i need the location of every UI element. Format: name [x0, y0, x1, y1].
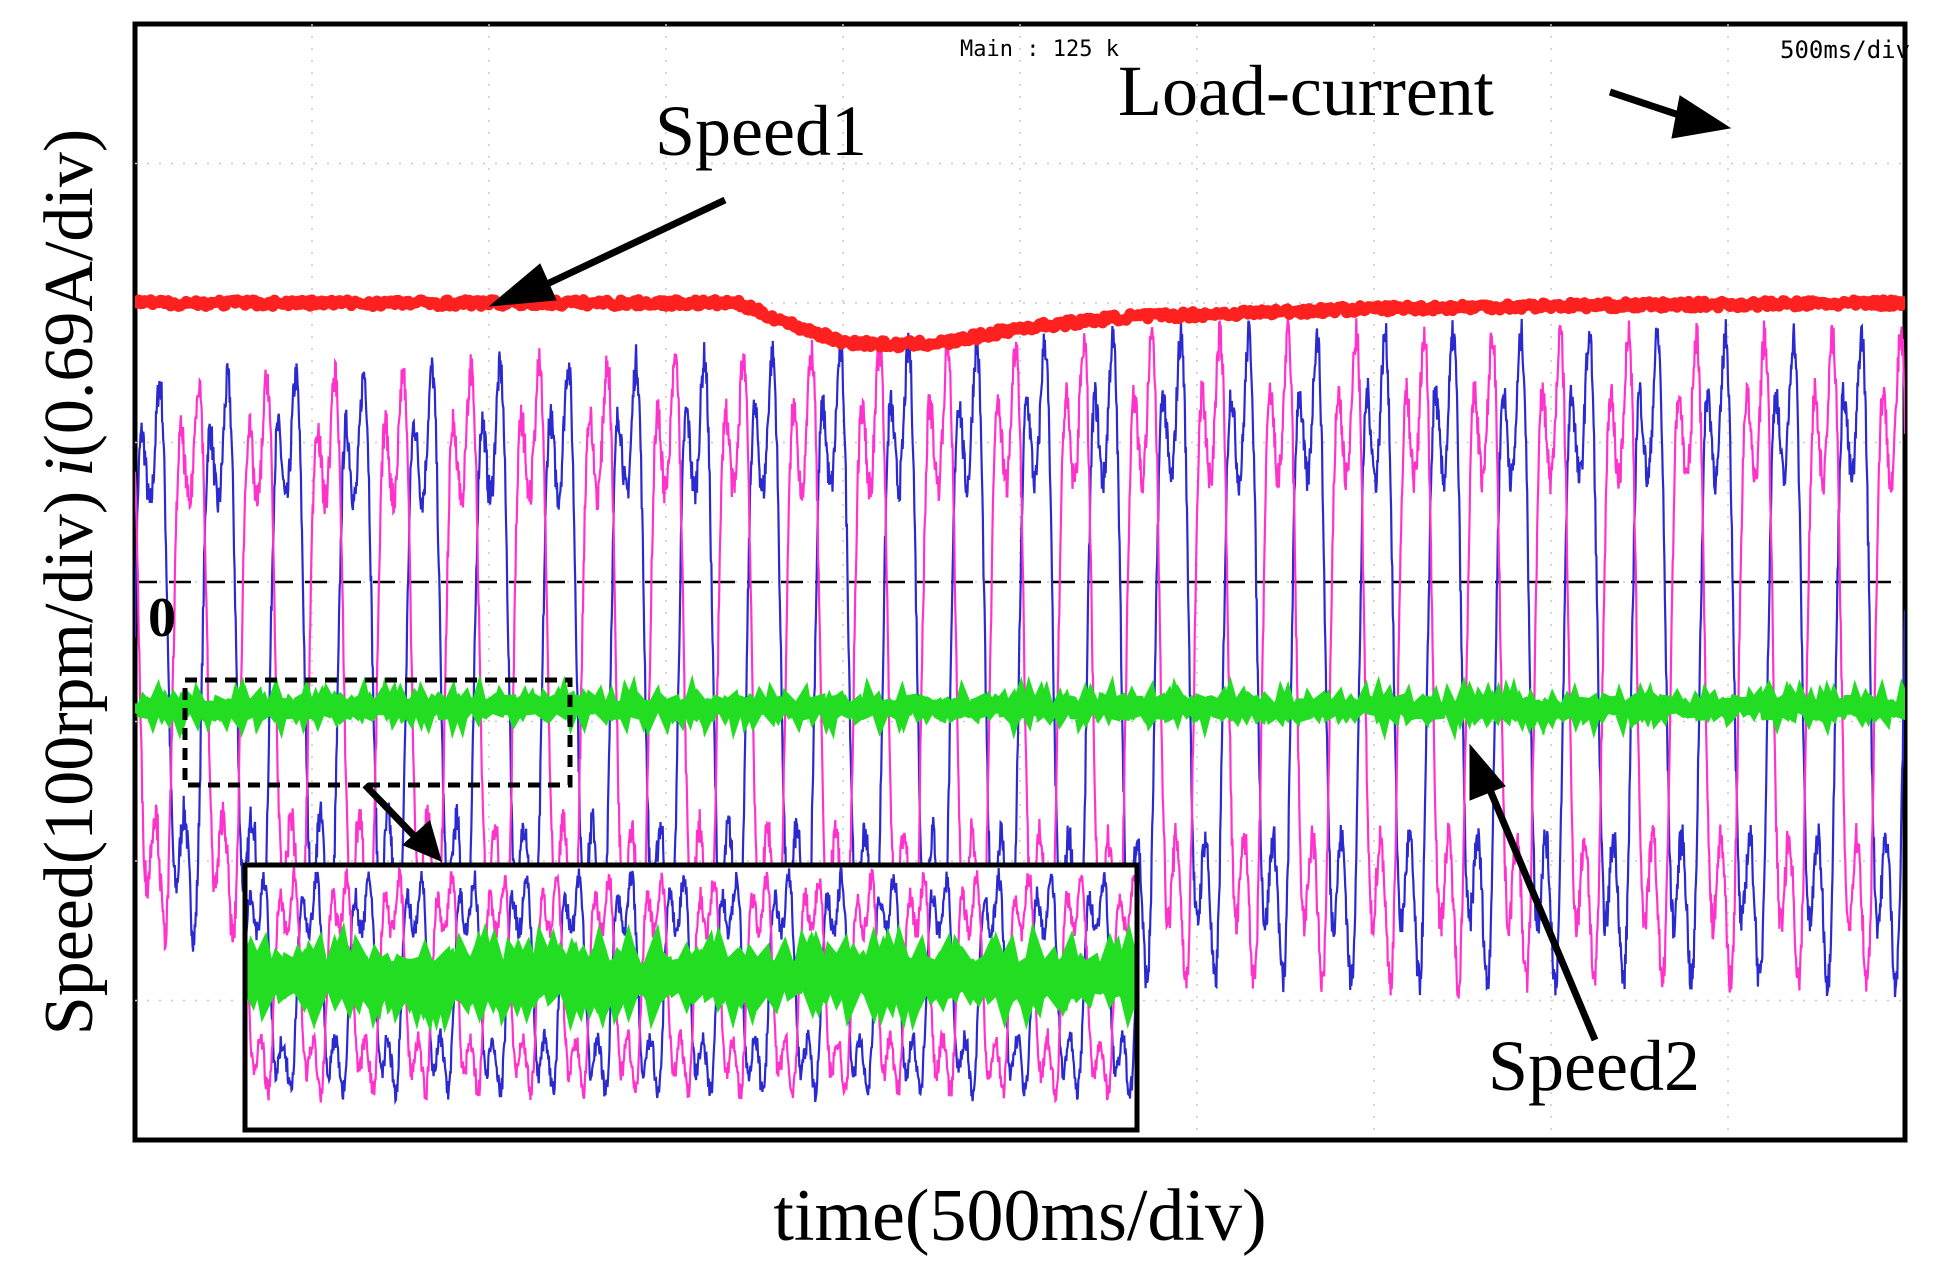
inset-pointer-head [402, 820, 442, 862]
series-speed1 [135, 294, 1905, 354]
series-speed2 [135, 674, 1905, 741]
arrow-speed1 [528, 196, 727, 296]
timebase-label: 500ms/div [1780, 36, 1910, 64]
arrow-speed2-head [1469, 743, 1506, 801]
arrow-speed2 [1486, 788, 1599, 1042]
inset-zoom [242, 862, 1140, 1133]
inset-traces [245, 866, 1137, 1106]
y-axis-label-main: Speed(100rpm/div) [31, 491, 108, 1035]
inset-frame [242, 862, 1140, 1133]
series-load-current-a [135, 318, 1905, 998]
y-axis-label-tail: (0.69A/div) [31, 129, 108, 458]
arrow-load-current [1608, 88, 1690, 122]
inset-pointer [362, 782, 421, 843]
inset-source-box [182, 677, 573, 788]
x-axis-label: time(500ms/div) [773, 1175, 1266, 1257]
y-axis-label-italic: i [31, 457, 108, 476]
traces [135, 294, 1905, 999]
annotation-arrows [488, 88, 1732, 1042]
zero-label: 0 [148, 587, 176, 649]
scope-header: Main : 125 k [960, 37, 1119, 62]
annotation-speed1: Speed1 [655, 91, 867, 171]
y-axis-label: Speed(100rpm/div) i(0.69A/div) [31, 129, 108, 1035]
arrow-load-current-head [1671, 95, 1732, 139]
inset-load-current-b [245, 866, 1137, 1104]
arrow-speed1-head [488, 263, 557, 307]
inset-speed2 [245, 921, 1137, 1034]
annotation-load-current: Load-current [1118, 51, 1494, 131]
